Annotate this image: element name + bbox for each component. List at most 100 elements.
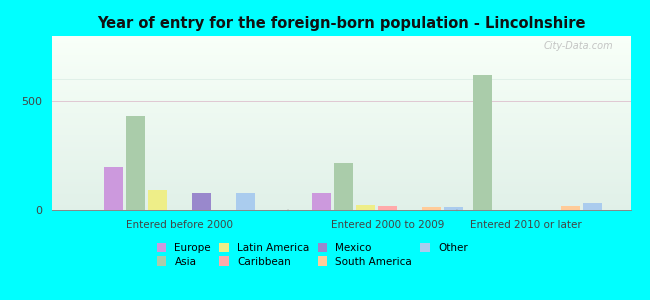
Bar bbox=[334, 163, 353, 210]
Bar bbox=[52, 119, 630, 121]
Bar bbox=[52, 132, 630, 134]
Bar bbox=[52, 173, 630, 175]
Bar bbox=[52, 193, 630, 194]
Bar bbox=[52, 188, 630, 189]
Bar bbox=[52, 50, 630, 52]
Bar bbox=[52, 142, 630, 144]
Bar bbox=[52, 40, 630, 41]
Bar bbox=[561, 206, 580, 210]
Bar bbox=[582, 203, 602, 210]
Bar bbox=[52, 111, 630, 112]
Bar bbox=[52, 41, 630, 43]
Bar bbox=[356, 205, 375, 210]
Bar bbox=[52, 151, 630, 153]
Bar bbox=[52, 163, 630, 165]
Bar bbox=[52, 203, 630, 205]
Bar bbox=[52, 205, 630, 206]
Bar bbox=[52, 201, 630, 203]
Bar bbox=[52, 69, 630, 71]
Bar bbox=[52, 66, 630, 67]
Bar bbox=[52, 76, 630, 78]
Bar bbox=[312, 193, 332, 210]
Bar bbox=[52, 46, 630, 48]
Bar bbox=[52, 64, 630, 66]
Bar bbox=[52, 107, 630, 109]
Bar bbox=[52, 128, 630, 130]
Bar bbox=[378, 206, 397, 210]
Bar bbox=[52, 161, 630, 163]
Bar bbox=[52, 86, 630, 88]
Bar bbox=[52, 38, 630, 40]
Bar bbox=[52, 88, 630, 90]
Bar bbox=[52, 95, 630, 97]
Bar bbox=[52, 137, 630, 139]
Bar bbox=[52, 194, 630, 196]
Bar bbox=[52, 144, 630, 146]
Bar bbox=[52, 102, 630, 104]
Bar bbox=[52, 57, 630, 58]
Bar bbox=[52, 80, 630, 81]
Bar bbox=[52, 182, 630, 184]
Bar bbox=[52, 112, 630, 114]
Bar bbox=[52, 191, 630, 193]
Bar bbox=[52, 123, 630, 125]
Bar bbox=[52, 154, 630, 156]
Bar bbox=[52, 198, 630, 200]
Bar bbox=[52, 90, 630, 92]
Bar bbox=[192, 193, 211, 210]
Bar bbox=[422, 207, 441, 210]
Bar bbox=[52, 208, 630, 210]
Bar bbox=[52, 74, 630, 76]
Bar bbox=[52, 146, 630, 147]
Bar bbox=[52, 177, 630, 179]
Text: City-Data.com: City-Data.com bbox=[543, 41, 613, 51]
Bar bbox=[52, 140, 630, 142]
Bar bbox=[52, 106, 630, 107]
Bar bbox=[125, 116, 145, 210]
Bar bbox=[52, 100, 630, 102]
Bar bbox=[473, 75, 492, 210]
Bar bbox=[148, 190, 167, 210]
Bar bbox=[52, 116, 630, 118]
Bar bbox=[52, 167, 630, 168]
Bar bbox=[52, 180, 630, 182]
Bar bbox=[52, 60, 630, 62]
Bar bbox=[52, 189, 630, 191]
Bar bbox=[52, 92, 630, 93]
Bar bbox=[52, 165, 630, 167]
Bar bbox=[52, 127, 630, 128]
Bar bbox=[52, 118, 630, 119]
Bar bbox=[235, 193, 255, 210]
Bar bbox=[52, 83, 630, 85]
Bar bbox=[52, 104, 630, 106]
Bar bbox=[52, 99, 630, 100]
Bar bbox=[52, 175, 630, 177]
Bar bbox=[52, 156, 630, 158]
Bar bbox=[52, 52, 630, 53]
Bar bbox=[52, 153, 630, 154]
Bar bbox=[52, 48, 630, 50]
Bar bbox=[52, 55, 630, 57]
Bar bbox=[52, 168, 630, 170]
Bar bbox=[52, 196, 630, 198]
Bar bbox=[52, 81, 630, 83]
Bar bbox=[52, 186, 630, 188]
Bar bbox=[52, 73, 630, 74]
Legend: Europe, Asia, Latin America, Caribbean, Mexico, South America, Other: Europe, Asia, Latin America, Caribbean, … bbox=[157, 243, 468, 267]
Bar bbox=[52, 172, 630, 173]
Bar bbox=[52, 114, 630, 116]
Bar bbox=[52, 85, 630, 86]
Bar bbox=[52, 135, 630, 137]
Bar bbox=[52, 130, 630, 132]
Bar bbox=[52, 160, 630, 161]
Bar bbox=[52, 93, 630, 95]
Bar bbox=[52, 206, 630, 208]
Bar bbox=[52, 97, 630, 99]
Bar bbox=[52, 149, 630, 151]
Bar bbox=[52, 58, 630, 60]
Bar bbox=[52, 134, 630, 135]
Bar bbox=[52, 200, 630, 201]
Bar bbox=[52, 71, 630, 73]
Bar bbox=[52, 184, 630, 186]
Bar bbox=[52, 158, 630, 160]
